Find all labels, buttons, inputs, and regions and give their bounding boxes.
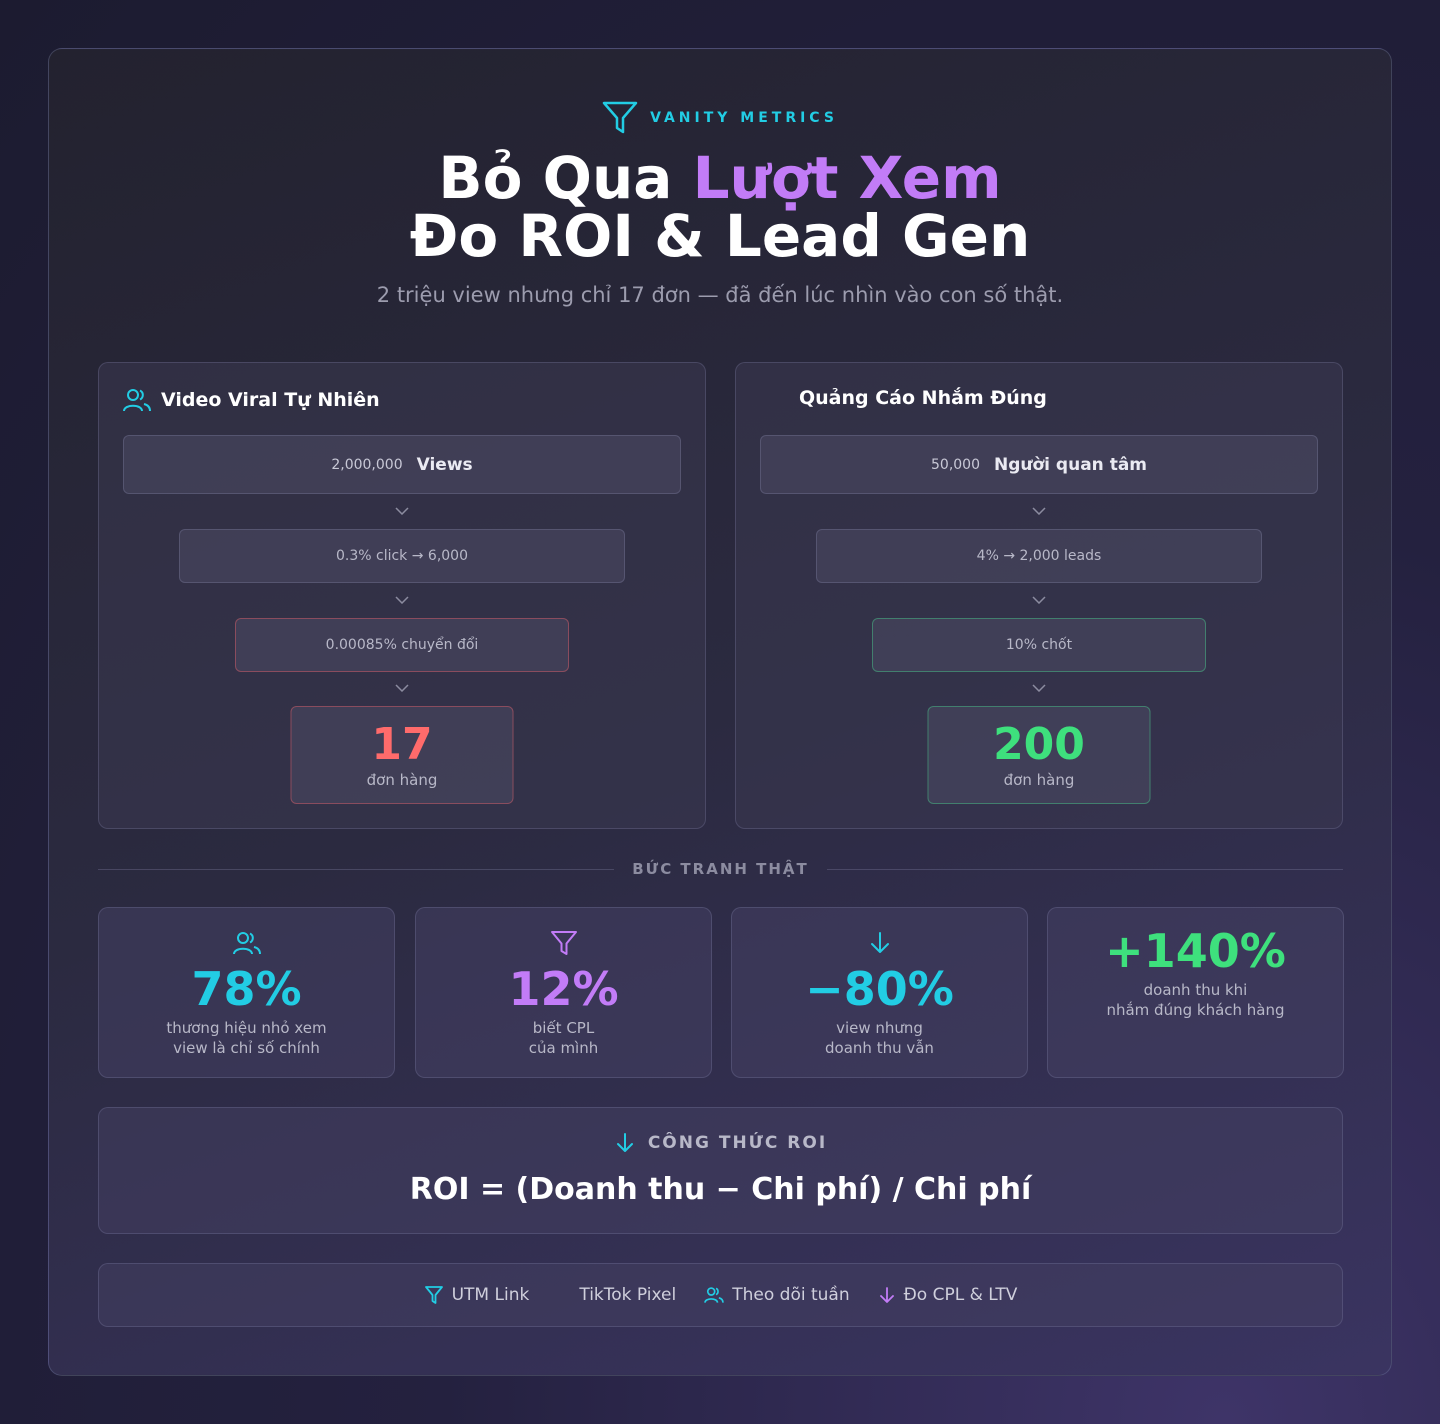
stat-desc-line: của mình — [528, 1039, 599, 1057]
chevron-down-icon — [395, 596, 409, 604]
divider-line — [98, 868, 615, 870]
stat-desc-line: doanh thu vẫn — [825, 1039, 934, 1057]
funnel-icon — [424, 1286, 443, 1304]
funnel-step-conversion: 0.00085% chuyển đổi — [235, 618, 569, 672]
subtitle: 2 triệu view nhưng chỉ 17 đơn — đã đến l… — [376, 283, 1064, 307]
chevron-down-icon — [1032, 507, 1046, 515]
funnel-icon — [602, 101, 638, 134]
roi-formula-box: CÔNG THỨC ROI ROI = (Doanh thu − Chi phí… — [98, 1107, 1343, 1234]
eyebrow: VANITY METRICS — [49, 101, 1391, 135]
organic-result-value: 17 — [371, 719, 433, 770]
divider-line — [826, 868, 1344, 870]
roi-formula-equation: ROI = (Doanh thu − Chi phí) / Chi phí — [409, 1172, 1032, 1207]
stat-description: thương hiệu nhỏ xem view là chỉ số chính — [99, 1018, 394, 1058]
title-accent: Lượt Xem — [692, 144, 1002, 212]
stat-description: view nhưng doanh thu vẫn — [732, 1018, 1027, 1058]
arrow-down-icon — [870, 932, 889, 953]
tag-label: Đo CPL & LTV — [903, 1285, 1018, 1305]
organic-result-label: đơn hàng — [366, 771, 438, 789]
tag-weekly-tracking: Theo dõi tuần — [704, 1285, 850, 1305]
funnel-step-close: 10% chốt — [872, 618, 1206, 672]
stat-value: 12% — [508, 962, 619, 1016]
section-divider: BỨC TRANH THẬT — [98, 859, 1344, 879]
funnel-step-views: 2,000,000 Views — [123, 435, 681, 494]
funnel-step-leads: 4% → 2,000 leads — [816, 529, 1262, 583]
tag-label: TikTok Pixel — [579, 1285, 677, 1305]
stat-desc-line: doanh thu khi — [1143, 981, 1248, 999]
chevron-down-icon — [1032, 684, 1046, 692]
stat-desc-line: view là chỉ số chính — [173, 1039, 320, 1057]
stat-card: −80% view nhưng doanh thu vẫn — [731, 907, 1028, 1078]
targeted-result-label: đơn hàng — [1003, 771, 1075, 789]
views-label: Views — [416, 454, 473, 475]
targeted-result-value: 200 — [993, 719, 1085, 770]
funnel-step-interested: 50,000 Người quan tâm — [760, 435, 1318, 494]
chevron-down-icon — [395, 684, 409, 692]
page-title: Bỏ Qua Lượt Xem Đo ROI & Lead Gen — [49, 149, 1391, 265]
users-icon — [232, 932, 261, 955]
arrow-down-icon — [616, 1133, 633, 1152]
stat-description: doanh thu khi nhắm đúng khách hàng — [1048, 980, 1343, 1020]
targeted-ads-panel-title: Quảng Cáo Nhắm Đúng — [799, 387, 1047, 409]
interested-value: 50,000 — [931, 456, 980, 473]
stat-description: biết CPL của mình — [416, 1018, 711, 1058]
roi-formula-label-row: CÔNG THỨC ROI — [99, 1132, 1342, 1154]
targeted-result: 200 đơn hàng — [927, 706, 1151, 804]
stat-card: +140% doanh thu khi nhắm đúng khách hàng — [1047, 907, 1344, 1078]
stat-card: 78% thương hiệu nhỏ xem view là chỉ số c… — [98, 907, 395, 1078]
users-icon — [704, 1287, 725, 1303]
views-value: 2,000,000 — [331, 456, 403, 473]
tag-cpl-ltv: Đo CPL & LTV — [878, 1285, 1018, 1305]
stat-value: −80% — [805, 962, 954, 1016]
organic-panel-header: Video Viral Tự Nhiên — [123, 387, 380, 413]
chevron-down-icon — [395, 507, 409, 515]
eyebrow-label: VANITY METRICS — [650, 110, 838, 126]
stat-card: 12% biết CPL của mình — [415, 907, 712, 1078]
tag-utm-link: UTM Link — [424, 1285, 530, 1305]
users-icon — [123, 389, 151, 412]
tag-label: UTM Link — [451, 1285, 530, 1305]
tracking-tags-bar: UTM Link TikTok Pixel Theo dõi tuần Đo C… — [98, 1263, 1343, 1327]
stat-value: +140% — [1105, 924, 1286, 978]
organic-panel: Video Viral Tự Nhiên 2,000,000 Views 0.3… — [98, 362, 706, 829]
roi-formula-label: CÔNG THỨC ROI — [647, 1133, 828, 1153]
interested-label: Người quan tâm — [994, 454, 1147, 475]
title-line2: Đo ROI & Lead Gen — [409, 202, 1031, 270]
tag-label: Theo dõi tuần — [732, 1285, 850, 1305]
chevron-down-icon — [1032, 596, 1046, 604]
title-part1: Bỏ Qua — [438, 144, 693, 212]
organic-result: 17 đơn hàng — [290, 706, 514, 804]
targeted-ads-panel: Quảng Cáo Nhắm Đúng 50,000 Người quan tâ… — [735, 362, 1343, 829]
arrow-down-icon — [879, 1287, 894, 1303]
infographic-card: VANITY METRICS Bỏ Qua Lượt Xem Đo ROI & … — [48, 48, 1392, 1376]
stat-desc-line: view nhưng — [836, 1019, 923, 1037]
divider-label: BỨC TRANH THẬT — [632, 860, 809, 878]
funnel-icon — [550, 931, 577, 955]
stat-desc-line: nhắm đúng khách hàng — [1106, 1001, 1285, 1019]
targeted-ads-panel-header: Quảng Cáo Nhắm Đúng — [799, 387, 1047, 409]
organic-panel-title: Video Viral Tự Nhiên — [161, 389, 380, 411]
stat-desc-line: biết CPL — [532, 1019, 595, 1037]
stat-desc-line: thương hiệu nhỏ xem — [166, 1019, 327, 1037]
funnel-step-click: 0.3% click → 6,000 — [179, 529, 625, 583]
stat-value: 78% — [191, 962, 302, 1016]
tag-tiktok-pixel: TikTok Pixel — [579, 1285, 676, 1305]
